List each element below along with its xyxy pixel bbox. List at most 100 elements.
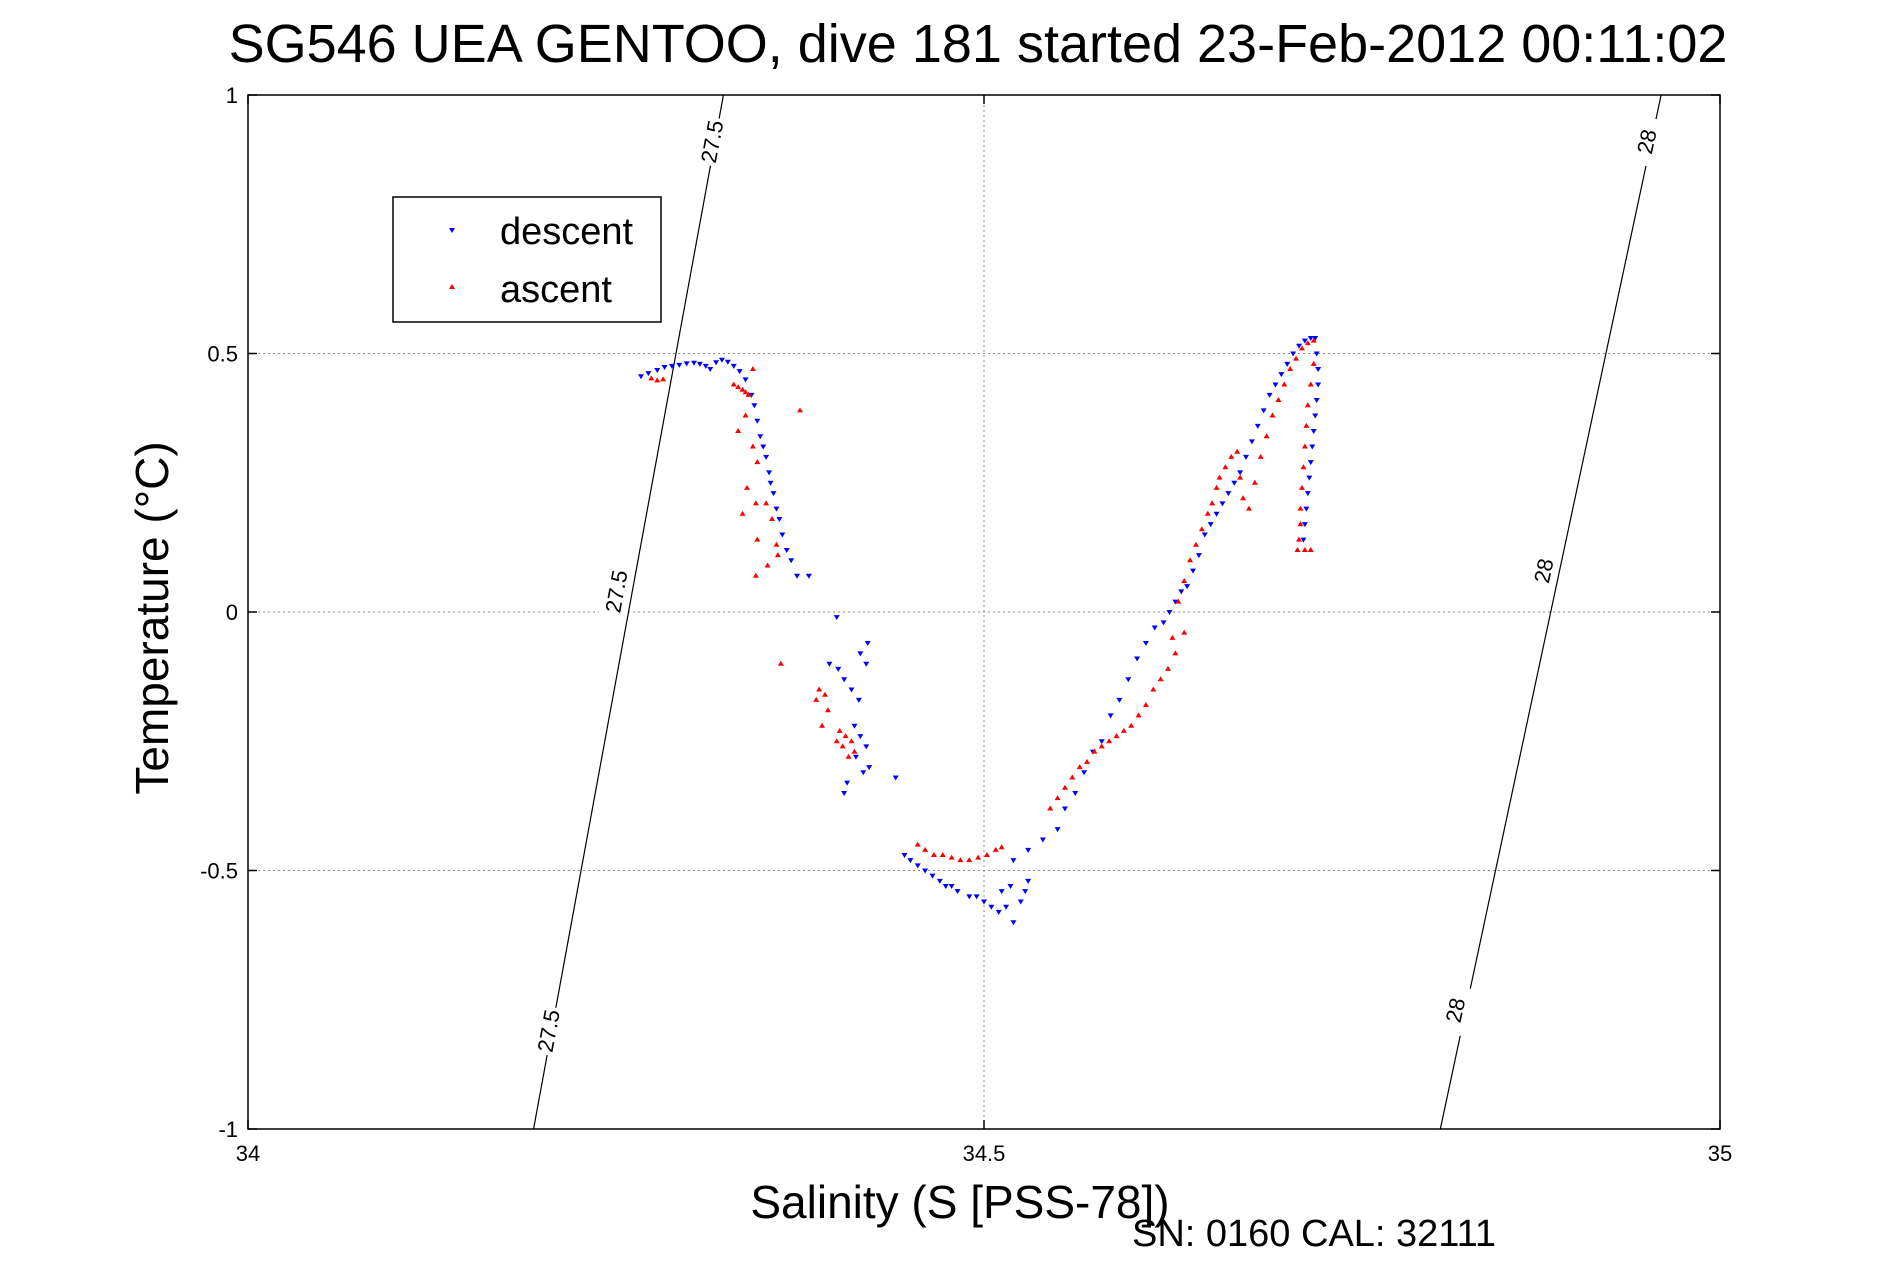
footnote: SN: 0160 CAL: 32111 [1132,1213,1496,1255]
descent-point [1025,878,1032,884]
descent-point [1313,398,1320,404]
descent-point [1116,697,1123,703]
descent-point [779,532,786,538]
descent-point [1134,656,1141,662]
descent-point [1081,770,1088,776]
ascent-point [983,851,990,857]
ascent-point [660,376,667,382]
isopycnal-label-gap [1525,544,1562,597]
descent-point [1290,351,1297,357]
ascent-point [1175,598,1182,604]
ascent-point [1240,495,1247,501]
descent-point [1310,429,1317,435]
descent-point [1300,537,1307,543]
descent-point [730,363,737,369]
ascent-point [948,854,955,860]
descent-point [1017,899,1024,905]
ascent-point [773,541,780,547]
descent-point [1301,338,1308,344]
legend-ascent-marker [449,284,455,289]
descent-point [948,884,955,890]
ascent-point [975,854,982,860]
descent-point [1184,584,1191,590]
ascent-point [1047,805,1054,811]
descent-point [702,363,709,369]
descent-point [988,904,995,910]
ascent-point [1307,381,1314,387]
ascent-point [1091,748,1098,754]
descent-point [1061,806,1068,812]
ascent-point [1263,433,1270,439]
descent-point [1098,739,1105,745]
descent-point [805,573,812,579]
ascent-point [819,722,826,728]
descent-point [1225,491,1232,497]
descent-point [864,641,871,647]
descent-point [998,889,1005,895]
ascent-point [957,857,964,863]
isopycnal-label-gap [694,115,729,168]
ascent-point [1106,738,1113,744]
descent-point [929,873,936,879]
ascent-point [1216,474,1223,480]
y-axis-label: Temperature (°C) [126,441,178,794]
descent-point [848,687,855,693]
ascent-point [1120,727,1127,733]
descent-point [844,780,851,786]
x-axis-label: Salinity (S [PSS-78]) [750,1176,1169,1228]
descent-point [1296,343,1303,349]
descent-point [1010,920,1017,926]
ascent-point [1069,774,1076,780]
ascent-point [739,510,746,516]
descent-point [767,480,774,486]
ascent-point [1275,397,1282,403]
descent-point [954,889,961,895]
descent-point [857,734,864,740]
descent-point [760,444,767,450]
ascent-point [822,691,829,697]
descent-point [863,744,870,750]
ascent-point [1234,448,1241,454]
descent-point [857,651,864,657]
ascent-point [939,851,946,857]
descent-point [995,909,1002,915]
descent-point [841,677,848,683]
descent-point [748,392,755,398]
descent-point [1248,439,1255,445]
isopycnal-label: 28 [1632,127,1662,156]
descent-point [1312,413,1319,419]
descent-point [766,470,773,476]
descent-point [751,403,758,409]
descent-point [770,491,777,497]
ascent-point [851,748,858,754]
ascent-point [1098,743,1105,749]
ascent-point [1128,722,1135,728]
descent-point [638,374,645,380]
descent-point [1219,501,1226,507]
ascent-point [1297,505,1304,511]
ascent-point [752,572,759,578]
descent-point [1306,475,1313,481]
ascent-point [749,443,756,449]
ascent-point [1061,784,1068,790]
ascent-point [1287,366,1294,372]
ascent-point [842,733,849,739]
y-tick-label: 1 [226,83,238,108]
ascent-point [1304,402,1311,408]
ascent-point [769,515,776,521]
descent-point [1151,625,1158,631]
ascent-point [1281,381,1288,387]
descent-point [776,516,783,522]
ascent-point [998,844,1005,850]
descent-point [826,661,833,667]
descent-point [742,377,749,383]
ascent-point [1222,464,1229,470]
ascent-point [1251,479,1258,485]
descent-point [718,357,725,363]
descent-point [683,361,690,367]
ascent-point [930,851,937,857]
ascent-point [1269,412,1276,418]
descent-point [645,371,652,377]
ascent-point [752,500,759,506]
ascent-point [1181,577,1188,583]
